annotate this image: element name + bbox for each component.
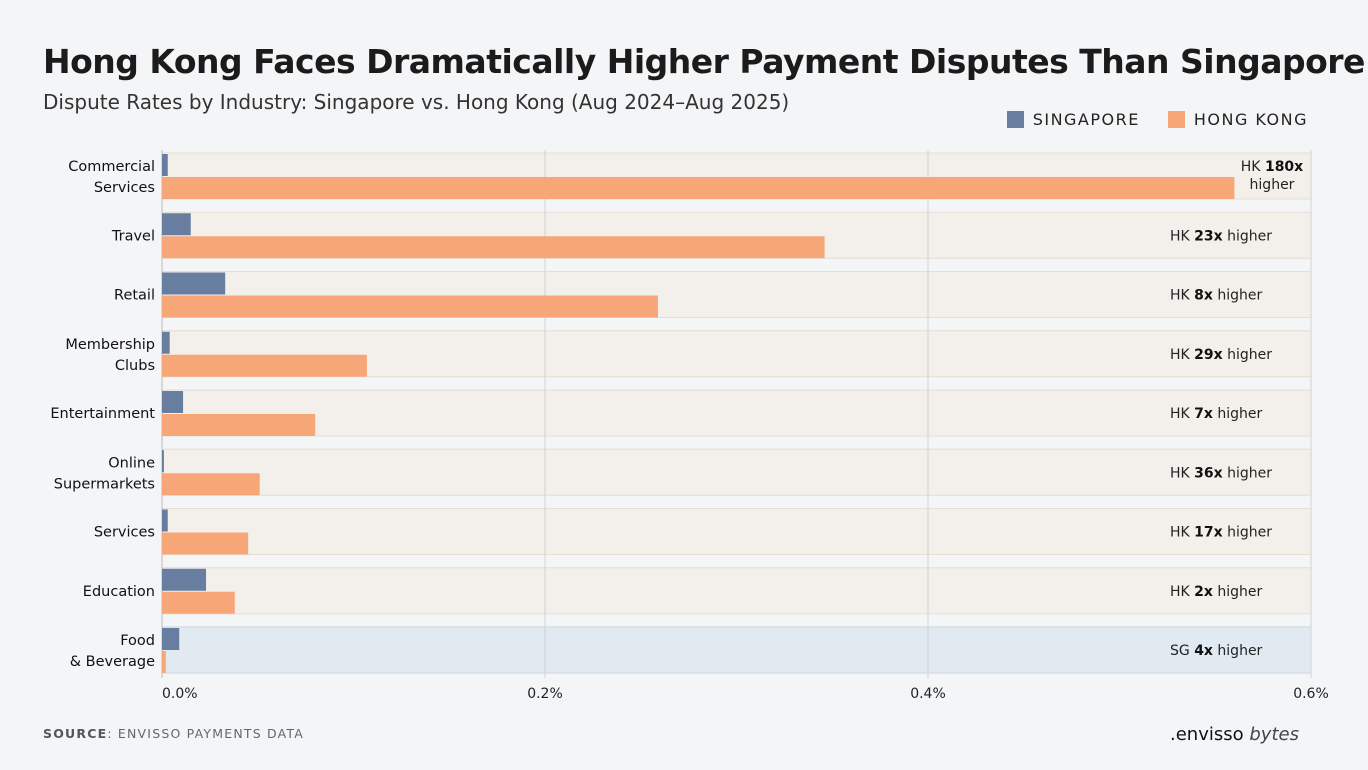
annotation-label: HK 17x higher [1170,525,1272,541]
bar-hong-kong [162,651,166,673]
category-label: & Beverage [70,654,155,670]
annotation-label: HK 36x higher [1170,465,1272,481]
bar-hong-kong [162,414,316,436]
annotation-multiple: 17x [1194,525,1223,541]
bar-singapore [162,568,207,591]
annotation-prefix: HK [1170,525,1194,541]
annotation-suffix: higher [1223,347,1273,363]
logo-suffix: bytes [1249,724,1299,745]
annotation-suffix: higher [1213,288,1263,304]
annotation-label: HK 2x higher [1170,584,1263,600]
annotation-prefix: HK [1170,584,1194,600]
legend: SINGAPORE HONG KONG [1006,110,1308,129]
bar-singapore [162,213,191,236]
annotation-label: HK 8x higher [1170,288,1263,304]
annotation-multiple: 8x [1194,288,1213,304]
bar-hong-kong [162,532,249,555]
annotation-prefix: HK [1170,228,1194,244]
source-note: SOURCE: ENVISSO PAYMENTS DATA [43,726,304,741]
envisso-logo: .envisso bytes [1170,724,1299,745]
x-tick-label: 0.2% [527,686,563,702]
category-label: Food [120,633,155,649]
annotation-label: HK 180x [1241,159,1303,175]
bar-hong-kong [162,473,260,496]
x-tick-label: 0.0% [162,686,198,702]
annotation-suffix: higher [1223,228,1273,244]
annotation-multiple: 7x [1194,406,1213,422]
category-label: Education [83,584,155,600]
category-label: Travel [111,228,155,244]
annotation-suffix: higher [1213,643,1263,659]
x-tick-label: 0.6% [1293,686,1329,702]
annotation-label: HK 29x higher [1170,347,1272,363]
annotation-prefix: SG [1170,643,1194,659]
annotation-multiple: 2x [1194,584,1213,600]
chart-subtitle: Dispute Rates by Industry: Singapore vs.… [43,90,790,114]
bar-hong-kong [162,236,825,259]
annotation-suffix: higher [1213,584,1263,600]
source-text: : ENVISSO PAYMENTS DATA [107,726,305,741]
annotation-prefix: HK [1170,465,1194,481]
annotation-multiple: 29x [1194,347,1223,363]
chart-title: Hong Kong Faces Dramatically Higher Paym… [43,42,1365,81]
annotation-prefix: HK [1170,406,1194,422]
bar-singapore [162,450,164,473]
row-band [161,389,1312,437]
row-band [161,626,1312,674]
bar-singapore [162,272,226,295]
annotation-suffix: higher [1250,177,1295,193]
row-band [161,567,1312,615]
annotation-label: SG 4x higher [1170,643,1263,659]
category-label: Online [108,455,155,471]
annotation-multiple: 4x [1194,643,1213,659]
annotation-multiple: 36x [1194,465,1223,481]
category-label: Commercial [68,159,155,175]
annotation-prefix: HK [1170,288,1194,304]
category-label: Membership [65,337,155,353]
legend-swatch-hong-kong [1167,111,1185,128]
legend-label-hong-kong: HONG KONG [1193,110,1308,129]
legend-swatch-singapore [1006,111,1024,128]
category-label: Services [94,525,155,541]
bar-hong-kong [162,354,367,377]
bar-hong-kong [162,295,658,318]
bar-hong-kong [162,591,235,614]
legend-item-hong-kong: HONG KONG [1167,110,1308,129]
annotation-label: HK 7x higher [1170,406,1263,422]
bar-singapore [162,391,184,413]
annotation-multiple: 23x [1194,228,1223,244]
logo-brand: .envisso [1170,724,1244,745]
annotation-label: HK 23x higher [1170,228,1272,244]
annotation-multiple: 180x [1265,159,1303,175]
category-label: Supermarkets [54,476,155,492]
annotation-suffix: higher [1213,406,1263,422]
annotation-prefix: HK [1170,347,1194,363]
category-label: Retail [114,288,155,304]
annotation-suffix: higher [1223,525,1273,541]
category-label: Entertainment [50,406,155,422]
legend-item-singapore: SINGAPORE [1006,110,1140,129]
x-tick-label: 0.4% [910,686,946,702]
row-band [161,448,1312,496]
annotation-prefix: HK [1241,159,1265,175]
bar-singapore [162,628,180,650]
bar-singapore [162,509,168,532]
source-label: SOURCE [43,726,108,741]
row-band [161,508,1312,555]
bar-singapore [162,154,168,176]
category-label: Clubs [115,358,155,374]
bar-hong-kong [162,177,1235,199]
legend-label-singapore: SINGAPORE [1032,110,1140,129]
bar-singapore [162,331,170,354]
annotation-suffix: higher [1223,465,1273,481]
category-label: Services [94,180,155,196]
